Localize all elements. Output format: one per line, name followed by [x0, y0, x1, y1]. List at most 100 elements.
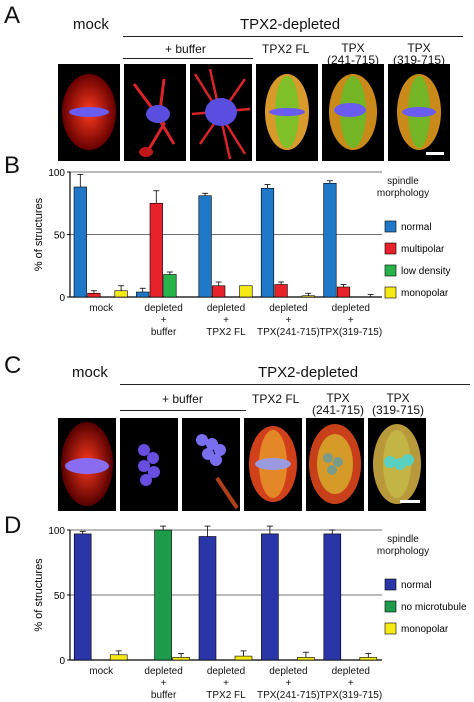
- panel-a-group-label: TPX2-depleted: [240, 16, 341, 33]
- chart-d-category-label: TPX(319-715): [319, 690, 382, 701]
- chart-d-category-label: +: [348, 678, 354, 689]
- chart-d-y-axis-label: % of structures: [33, 558, 45, 632]
- chart-d-category-label: depleted: [207, 666, 245, 677]
- panel-b-label: B: [4, 152, 21, 179]
- chart-b-legend-swatch: [384, 242, 397, 255]
- chart-d-y-tick-label: 0: [59, 656, 65, 667]
- chart-d-legend-label: no microtubule: [401, 602, 467, 613]
- chart-d-category-label: buffer: [151, 690, 177, 701]
- chart-b-bar: [212, 285, 226, 298]
- chart-b-category-label: TPX(319-715): [319, 327, 382, 338]
- scale-bar-a: [426, 152, 444, 155]
- chart-b-y-tick-label: 100: [48, 168, 65, 179]
- chart-b-legend-label: monopolar: [401, 288, 449, 299]
- chart-d-bar: [297, 657, 315, 661]
- chart-b-category-label: +: [161, 315, 167, 326]
- chart-b-bar: [336, 286, 351, 298]
- panel-d-label: D: [4, 512, 22, 539]
- chart-d-bar: [323, 533, 342, 661]
- micrograph-c-tpx-319: [368, 418, 426, 511]
- micrograph-c-buffer-1: [120, 418, 178, 511]
- panel-c-construct-3: TPX (319-715): [372, 391, 425, 417]
- panel-c-group-line: [120, 384, 470, 385]
- chart-b-bar: [274, 284, 288, 298]
- chart-d-legend-title: spindle: [387, 534, 419, 545]
- panel-a-buffer-line: [123, 58, 253, 59]
- panel-a-group-line: [123, 36, 463, 37]
- chart-d-legend-title: morphology: [377, 546, 429, 557]
- panel-a-mock-label: mock: [73, 16, 109, 33]
- micrograph-a-tpx-241: [322, 64, 384, 161]
- chart-b-legend-title: spindle: [387, 176, 419, 187]
- chart-d-bar: [359, 657, 378, 661]
- micrograph-c-buffer-2: [182, 418, 240, 511]
- chart-d-bar: [109, 654, 128, 661]
- chart-d-category-label: TPX(241-715): [257, 690, 320, 701]
- panel-c-construct-2: TPX (241-715): [312, 391, 365, 417]
- chart-b-y-axis-label: % of structures: [33, 197, 45, 271]
- chart-b-bar: [73, 186, 87, 298]
- chart-b-legend-label: multipolar: [401, 244, 445, 255]
- chart-d-bar: [198, 536, 217, 661]
- chart-d-y-tick-label: 50: [54, 591, 66, 602]
- panel-a-construct-1: TPX2 FL: [262, 42, 310, 56]
- chart-d-category-label: depleted: [332, 666, 370, 677]
- chart-d-legend-label: monopolar: [401, 624, 449, 635]
- chart-b-legend-swatch: [384, 286, 397, 299]
- chart-d-legend-swatch: [384, 578, 397, 591]
- panel-c-mock-label: mock: [72, 364, 108, 381]
- panel-a-construct-2: TPX (241-715): [327, 41, 380, 67]
- chart-d-bar: [73, 533, 92, 661]
- chart-b-legend-label: low density: [401, 266, 450, 277]
- panel-c-buffer-line: [120, 410, 246, 411]
- chart-b-category-label: depleted: [332, 303, 370, 314]
- chart-d-legend-swatch: [384, 622, 397, 635]
- chart-d-category-label: TPX2 FL: [206, 690, 246, 701]
- panel-a-construct-3: TPX (319-715): [393, 41, 446, 67]
- chart-d-category-label: +: [223, 678, 229, 689]
- chart-d-legend-label: normal: [401, 580, 432, 591]
- chart-b-bar: [149, 202, 163, 298]
- chart-b-category-label: depleted: [144, 303, 182, 314]
- chart-d-category-label: mock: [89, 666, 114, 677]
- chart-d-bar: [154, 529, 172, 661]
- scale-bar-c: [400, 500, 420, 503]
- chart-b-bar: [323, 182, 337, 298]
- panel-c-label: C: [4, 352, 22, 379]
- chart-b-category-label: TPX(241-715): [257, 327, 320, 338]
- chart-d-category-label: +: [161, 678, 167, 689]
- chart-b-category-label: depleted: [269, 303, 307, 314]
- micrograph-c-mock: [58, 418, 116, 511]
- chart-b-category-label: +: [348, 315, 354, 326]
- chart-d-bar: [261, 533, 279, 661]
- micrograph-a-buffer-2: [190, 64, 252, 161]
- chart-b-bar: [239, 285, 253, 298]
- chart-d-legend-swatch: [384, 600, 397, 613]
- chart-d-y-tick-label: 100: [48, 526, 65, 537]
- chart-b-bar: [198, 195, 212, 298]
- chart-b-category-label: +: [285, 315, 291, 326]
- chart-b-legend-label: normal: [401, 222, 432, 233]
- chart-b-category-label: depleted: [207, 303, 245, 314]
- chart-b-category-label: +: [223, 315, 229, 326]
- chart-b-y-tick-label: 50: [54, 231, 66, 242]
- panel-c-buffer-label: + buffer: [162, 392, 203, 406]
- micrograph-a-mock: [58, 64, 120, 161]
- chart-b-legend-title: morphology: [377, 188, 429, 199]
- chart-b-category-label: mock: [89, 303, 114, 314]
- chart-b-bar: [114, 290, 128, 298]
- micrograph-a-tpx2-fl: [256, 64, 318, 161]
- panel-a-label: A: [4, 2, 21, 29]
- chart-b-bar: [301, 295, 315, 298]
- chart-b-category-label: TPX2 FL: [206, 327, 246, 338]
- chart-b-bar: [260, 187, 275, 298]
- chart-b-bar: [87, 292, 101, 298]
- chart-d-category-label: depleted: [144, 666, 182, 677]
- panel-a-buffer-label: + buffer: [165, 42, 206, 56]
- chart-b-y-tick-label: 0: [59, 293, 65, 304]
- micrograph-c-tpx-241: [306, 418, 364, 511]
- panel-c-construct-1: TPX2 FL: [252, 392, 300, 406]
- micrograph-c-tpx2-fl: [244, 418, 302, 511]
